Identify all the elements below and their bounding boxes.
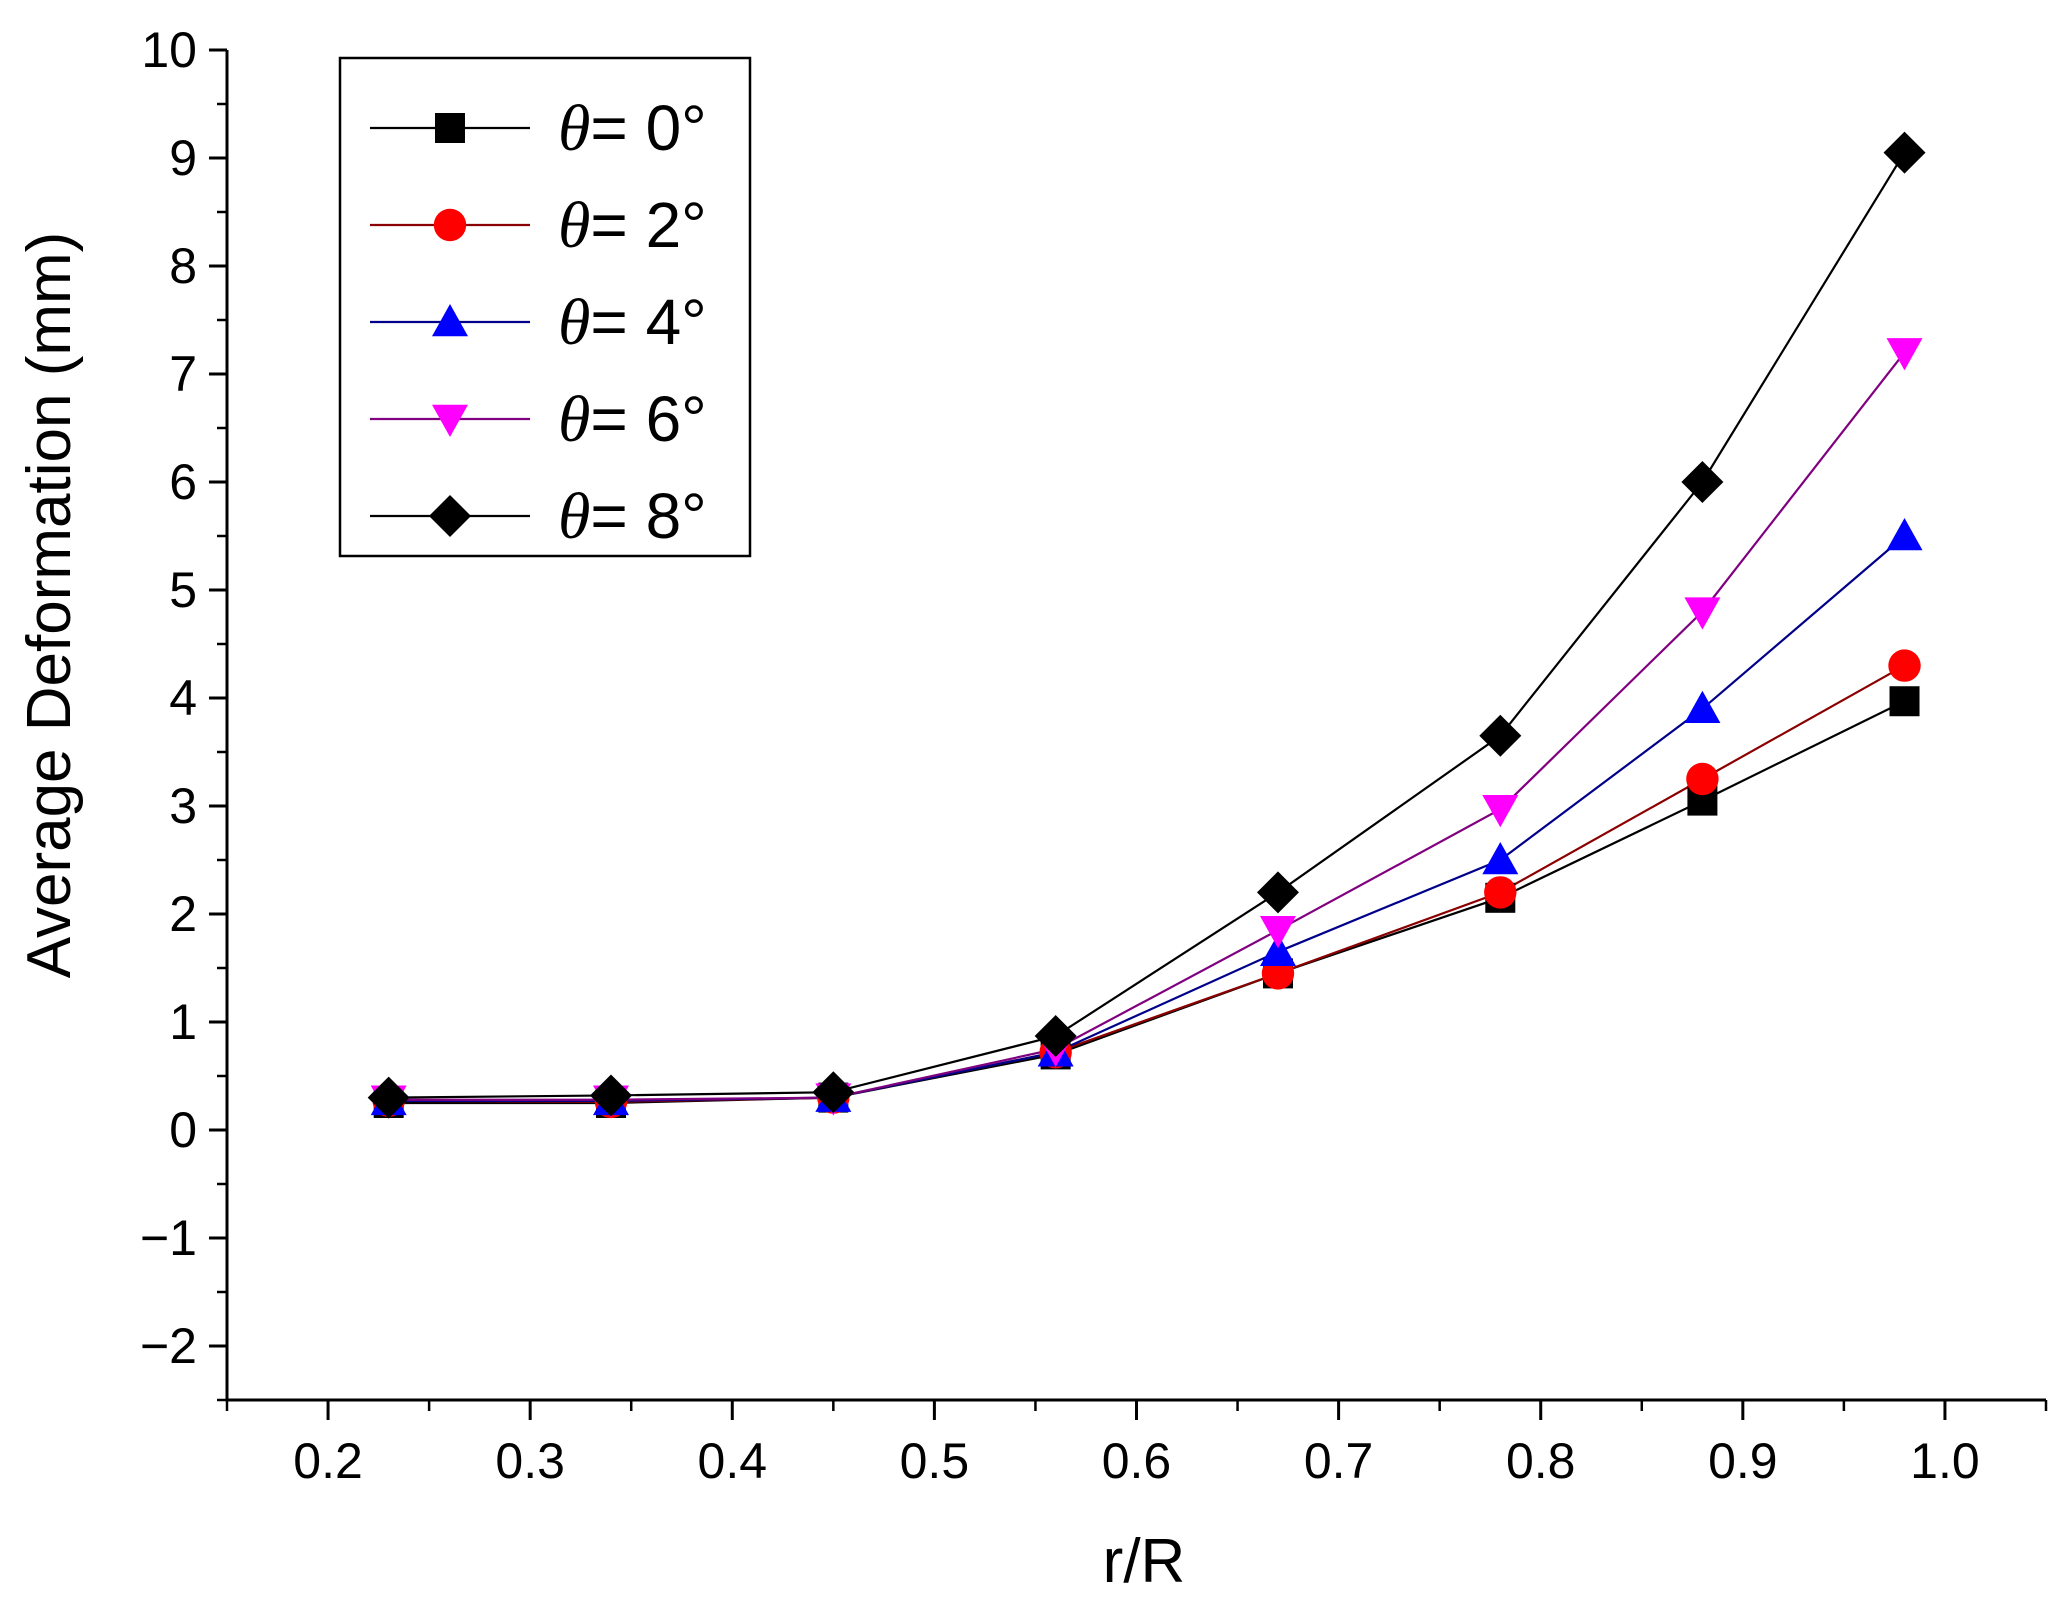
series-markers: [367, 131, 1926, 1119]
series-lines: [388, 152, 1906, 1105]
series-line-4: [388, 152, 1906, 1099]
data-point-s4-0: [367, 1076, 410, 1119]
data-point-s2-5: [1482, 842, 1519, 875]
data-point-s1-6: [1686, 762, 1719, 796]
y-tick-label: −1: [140, 1210, 197, 1266]
x-tick-label: 0.7: [1304, 1433, 1374, 1489]
data-point-s3-5: [1482, 794, 1519, 828]
series-line-0: [388, 700, 1906, 1105]
y-tick-label: 9: [169, 130, 197, 186]
data-point-s4-1: [590, 1074, 633, 1117]
data-point-s2-6: [1684, 690, 1721, 724]
x-tick-label: 0.6: [1102, 1433, 1172, 1489]
series-line-2: [388, 535, 1906, 1102]
legend-value: = 2°: [590, 189, 706, 261]
x-tick-label: 0.8: [1506, 1433, 1576, 1489]
y-tick-label: 10: [141, 22, 197, 78]
x-tick-label: 1.0: [1910, 1433, 1980, 1489]
y-tick-label: 6: [169, 454, 197, 510]
x-tick-label: 0.3: [495, 1433, 565, 1489]
legend-label-3: θ= 6°: [558, 383, 707, 456]
legend-value: = 6°: [590, 383, 706, 455]
legend-marker-0: [435, 113, 465, 143]
legend: θ= 0°θ= 2°θ= 4°θ= 6°θ= 8°: [338, 56, 752, 558]
x-axis-title: r/R: [1103, 1527, 1186, 1596]
legend-marker-3: [432, 404, 468, 437]
legend-marker-4: [429, 495, 471, 537]
y-tick-label: 2: [169, 886, 197, 942]
x-tick-label: 0.9: [1708, 1433, 1778, 1489]
legend-value: = 4°: [590, 286, 706, 358]
y-tick-label: 3: [169, 778, 197, 834]
data-point-s4-7: [1883, 131, 1926, 174]
y-tick-label: 8: [169, 238, 197, 294]
data-point-s4-2: [812, 1071, 855, 1114]
data-point-s3-4: [1259, 915, 1296, 949]
y-tick-label: 4: [169, 670, 197, 726]
y-tick-label: −2: [140, 1318, 197, 1374]
legend-theta-symbol: θ: [558, 189, 590, 262]
y-tick-labels: −2 −1 0 1 2 3 4 5 6 7 8 9 10: [140, 22, 197, 1374]
legend-box: [338, 56, 752, 558]
data-point-s3-7: [1886, 338, 1923, 371]
data-point-s2-4: [1259, 933, 1296, 967]
x-tick-label: 0.4: [698, 1433, 768, 1489]
x-tick-label: 0.2: [293, 1433, 363, 1489]
data-point-s0-7: [1889, 686, 1920, 717]
x-tick-label: 0.5: [900, 1433, 970, 1489]
legend-theta-symbol: θ: [558, 383, 590, 456]
data-point-s4-3: [1034, 1015, 1077, 1058]
y-tick-label: 7: [169, 346, 197, 402]
data-point-s1-5: [1484, 876, 1517, 909]
legend-marker-1: [433, 208, 467, 242]
legend-label-0: θ= 0°: [558, 92, 707, 165]
x-tick-labels: 0.2 0.3 0.4 0.5 0.6 0.7 0.8 0.9 1.0: [293, 1433, 1979, 1489]
data-point-s4-6: [1681, 461, 1724, 503]
series-line-3: [388, 351, 1906, 1101]
legend-theta-symbol: θ: [558, 286, 590, 359]
y-axis-title: Average Deformation (mm): [15, 232, 84, 979]
legend-theta-symbol: θ: [558, 92, 590, 165]
data-point-s4-4: [1256, 871, 1299, 914]
legend-label-1: θ= 2°: [558, 189, 707, 262]
legend-theta-symbol: θ: [558, 480, 590, 553]
legend-value: = 8°: [590, 480, 706, 552]
y-tick-label: 0: [169, 1102, 197, 1158]
data-point-s4-5: [1479, 714, 1522, 757]
legend-value: = 0°: [590, 92, 706, 164]
legend-label-4: θ= 8°: [558, 480, 707, 553]
series-line-1: [388, 664, 1906, 1104]
axes: [209, 48, 2048, 1420]
data-point-s2-7: [1886, 518, 1923, 551]
y-tick-label: 5: [169, 562, 197, 618]
data-point-s1-7: [1888, 649, 1921, 682]
y-tick-label: 1: [169, 994, 197, 1050]
legend-marker-2: [432, 304, 468, 337]
legend-label-2: θ= 4°: [558, 286, 707, 359]
data-point-s3-6: [1684, 597, 1721, 630]
